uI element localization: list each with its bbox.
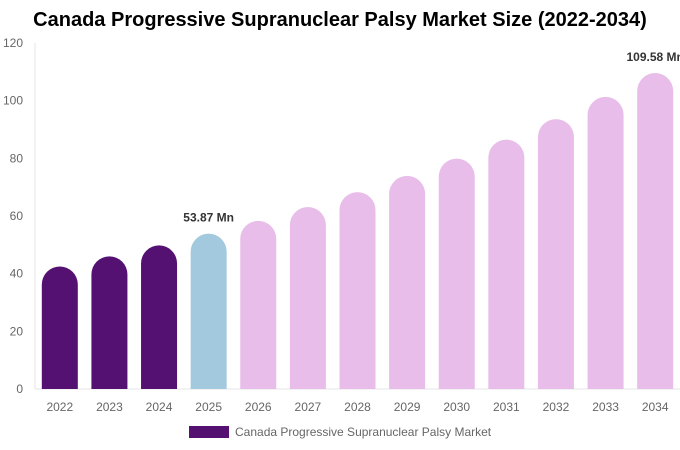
legend-swatch <box>189 426 229 438</box>
x-tick-label: 2025 <box>195 400 222 414</box>
x-tick-label: 2027 <box>295 400 322 414</box>
x-tick-label: 2023 <box>96 400 123 414</box>
legend-label: Canada Progressive Supranuclear Palsy Ma… <box>235 425 492 439</box>
bar-2026 <box>240 220 277 389</box>
x-tick-label: 2028 <box>344 400 371 414</box>
y-tick-label: 0 <box>16 382 23 396</box>
bar-2029 <box>389 175 426 389</box>
bar-2030 <box>438 158 475 389</box>
x-tick-label: 2034 <box>642 400 669 414</box>
x-tick-label: 2029 <box>394 400 421 414</box>
chart-title: Canada Progressive Supranuclear Palsy Ma… <box>33 9 647 31</box>
bar-2034 <box>637 73 674 389</box>
legend: Canada Progressive Supranuclear Palsy Ma… <box>189 425 491 439</box>
bar-2028 <box>339 192 376 389</box>
data-label-2034: 109.58 Mn <box>627 50 680 64</box>
x-tick-label: 2032 <box>543 400 570 414</box>
y-tick-label: 120 <box>3 36 23 50</box>
y-tick-label: 40 <box>10 267 24 281</box>
data-label-2025: 53.87 Mn <box>183 211 234 225</box>
x-tick-label: 2030 <box>443 400 470 414</box>
y-tick-label: 80 <box>10 151 24 165</box>
bar-2032 <box>537 119 574 389</box>
x-tick-label: 2022 <box>46 400 73 414</box>
y-tick-label: 20 <box>10 324 24 338</box>
bar-2023 <box>91 256 128 389</box>
y-tick-label: 100 <box>3 94 23 108</box>
bar-2033 <box>587 96 624 390</box>
x-tick-label: 2024 <box>146 400 173 414</box>
y-tick-label: 60 <box>10 209 24 223</box>
x-tick-label: 2026 <box>245 400 272 414</box>
x-tick-label: 2031 <box>493 400 520 414</box>
bar-2022 <box>41 266 78 389</box>
bar-2027 <box>289 207 326 389</box>
bar-2031 <box>488 139 525 389</box>
bar-2025 <box>190 233 227 389</box>
bar-2024 <box>141 245 178 389</box>
x-tick-label: 2033 <box>592 400 619 414</box>
